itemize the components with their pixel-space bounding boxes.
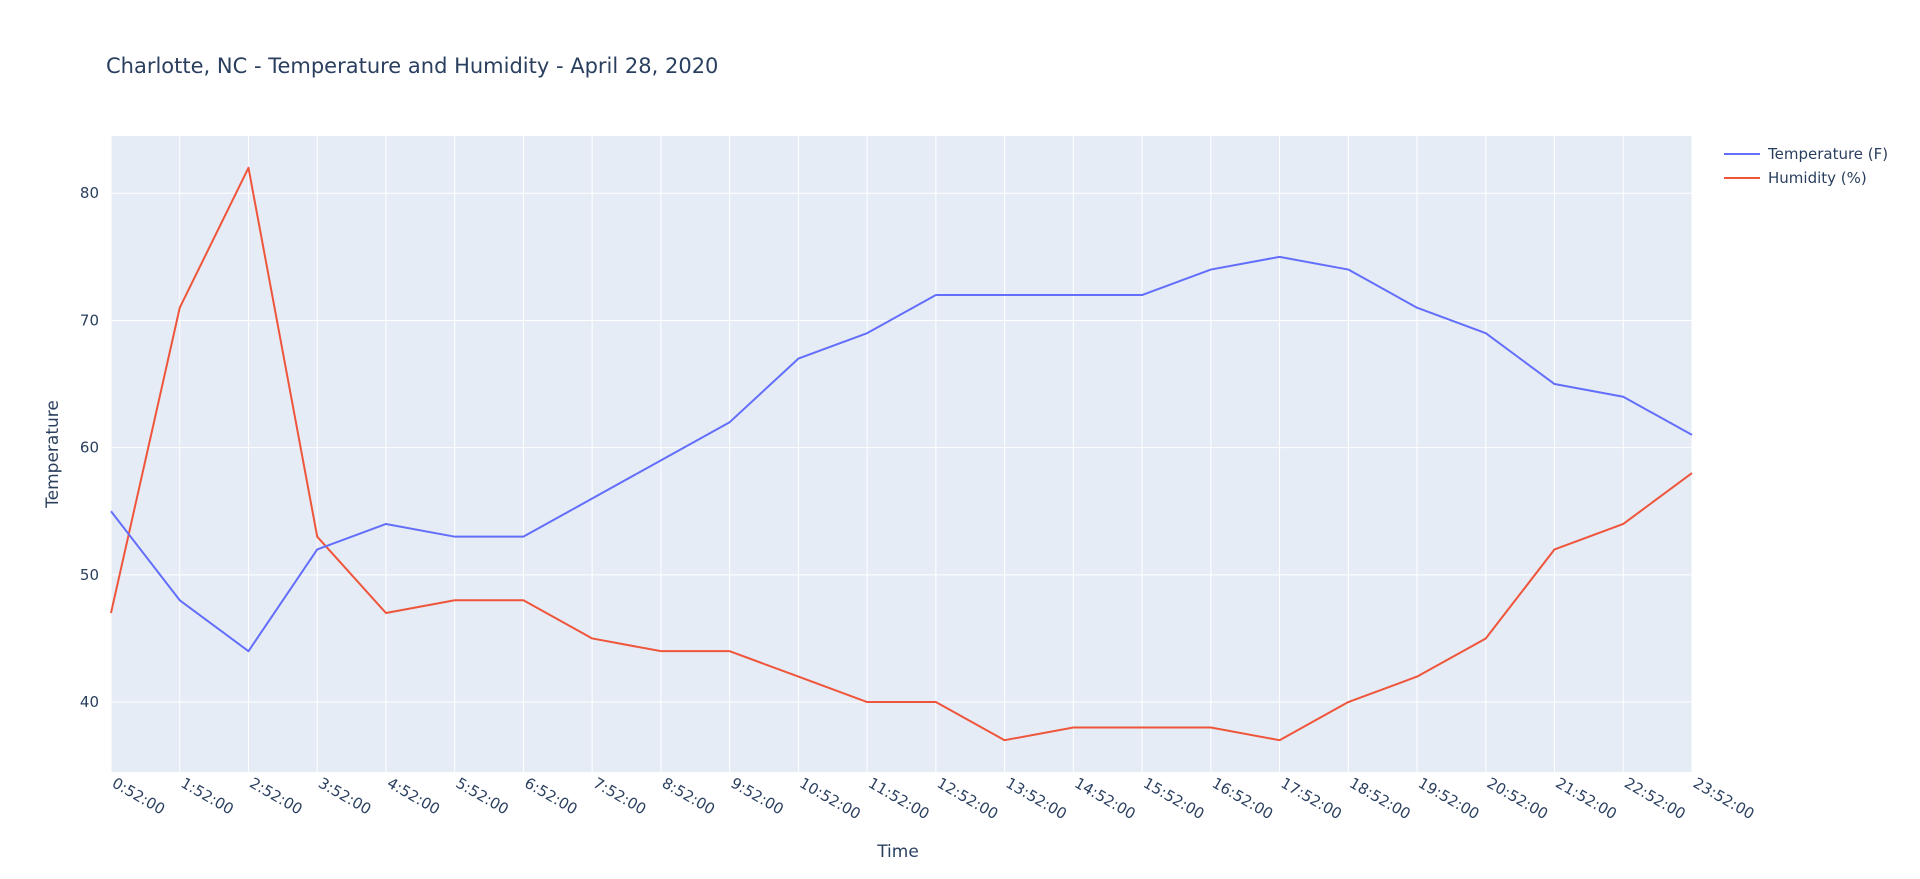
y-tick-label: 40 bbox=[80, 693, 99, 711]
y-tick-label: 80 bbox=[80, 184, 99, 202]
x-tick-label: 19:52:00 bbox=[1415, 774, 1482, 823]
x-axis-title: Time bbox=[876, 842, 919, 862]
legend: Temperature (F) Humidity (%) bbox=[1724, 145, 1888, 187]
y-tick-label: 60 bbox=[80, 439, 99, 457]
y-axis-title: Temperature bbox=[43, 400, 63, 509]
x-tick-label: 18:52:00 bbox=[1346, 774, 1413, 823]
x-tick-label: 14:52:00 bbox=[1071, 774, 1138, 823]
x-tick-label: 1:52:00 bbox=[178, 774, 237, 819]
x-tick-label: 11:52:00 bbox=[865, 774, 932, 823]
x-tick-label: 17:52:00 bbox=[1278, 774, 1345, 823]
legend-label-humidity: Humidity (%) bbox=[1768, 169, 1867, 187]
chart-title: Charlotte, NC - Temperature and Humidity… bbox=[106, 54, 718, 78]
x-tick-label: 16:52:00 bbox=[1209, 774, 1276, 823]
legend-label-temperature-f: Temperature (F) bbox=[1767, 145, 1888, 163]
y-tick-label: 50 bbox=[80, 566, 99, 584]
x-tick-label: 2:52:00 bbox=[246, 774, 305, 819]
series-line-humidity bbox=[110, 166, 1693, 742]
x-tick-label: 8:52:00 bbox=[659, 774, 718, 819]
y-tick-label: 70 bbox=[80, 311, 99, 329]
x-tick-label: 5:52:00 bbox=[453, 774, 512, 819]
series-lines bbox=[110, 166, 1693, 742]
x-tick-label: 20:52:00 bbox=[1484, 774, 1551, 823]
x-tick-label: 10:52:00 bbox=[796, 774, 863, 823]
x-tick-label: 4:52:00 bbox=[384, 774, 443, 819]
x-tick-label: 0:52:00 bbox=[109, 774, 168, 819]
x-tick-label: 23:52:00 bbox=[1690, 774, 1757, 823]
x-tick-label: 7:52:00 bbox=[590, 774, 649, 819]
x-tick-label: 6:52:00 bbox=[521, 774, 580, 819]
series-line-temperature-f bbox=[110, 255, 1693, 653]
x-axis-ticks: 0:52:00 1:52:00 2:52:00 3:52:00 4:52:00 5:52:… bbox=[109, 774, 1757, 823]
x-tick-label: 9:52:00 bbox=[728, 774, 787, 819]
x-tick-label: 21:52:00 bbox=[1553, 774, 1620, 823]
x-tick-label: 22:52:00 bbox=[1621, 774, 1688, 823]
x-tick-label: 12:52:00 bbox=[934, 774, 1001, 823]
plot-area bbox=[111, 136, 1692, 772]
x-tick-label: 3:52:00 bbox=[315, 774, 374, 819]
x-tick-label: 15:52:00 bbox=[1140, 774, 1207, 823]
y-axis-ticks: 40 50 60 70 80 bbox=[80, 184, 99, 711]
x-tick-label: 13:52:00 bbox=[1003, 774, 1070, 823]
